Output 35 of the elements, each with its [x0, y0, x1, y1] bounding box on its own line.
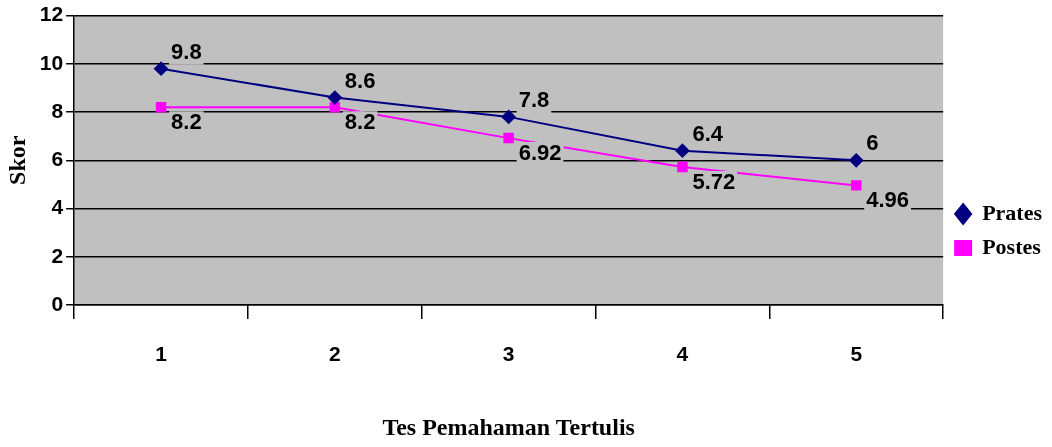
point [675, 143, 690, 158]
point [501, 109, 516, 124]
data-label: 8.6 [344, 67, 376, 93]
x-tick-label: 1 [155, 342, 168, 366]
legend-label: Postes [982, 233, 1042, 259]
data-label: 6.4 [692, 120, 724, 146]
legend-label: Prates [982, 199, 1043, 225]
x-axis-title: Tes Pemahaman Tertulis [382, 413, 635, 440]
y-tick-label: 8 [51, 98, 64, 122]
data-label: 6.92 [518, 140, 562, 166]
y-tick-label: 4 [51, 195, 64, 219]
point [155, 102, 167, 113]
data-label: 9.8 [171, 38, 202, 64]
x-tick-label: 5 [850, 342, 863, 366]
data-label: 7.8 [518, 86, 550, 112]
data-label: 4.96 [866, 187, 910, 213]
x-tick-label: 3 [502, 342, 515, 366]
y-tick-label: 0 [51, 291, 64, 315]
point [849, 153, 864, 168]
y-tick-label: 2 [51, 243, 64, 267]
y-tick-label: 6 [51, 147, 64, 171]
point [503, 132, 514, 144]
y-axis-title: Skor [3, 135, 30, 185]
data-label: 5.72 [692, 169, 736, 195]
point [851, 180, 862, 191]
data-label: 6 [866, 130, 879, 156]
y-tick-label: 10 [39, 50, 64, 74]
y-tick-label: 12 [39, 2, 64, 26]
point [677, 161, 688, 173]
data-label: 8.2 [344, 109, 376, 135]
point [154, 61, 169, 76]
data-label: 8.2 [171, 109, 202, 135]
point [327, 90, 342, 105]
x-tick-label: 4 [676, 342, 689, 366]
x-tick-label: 2 [329, 342, 341, 366]
